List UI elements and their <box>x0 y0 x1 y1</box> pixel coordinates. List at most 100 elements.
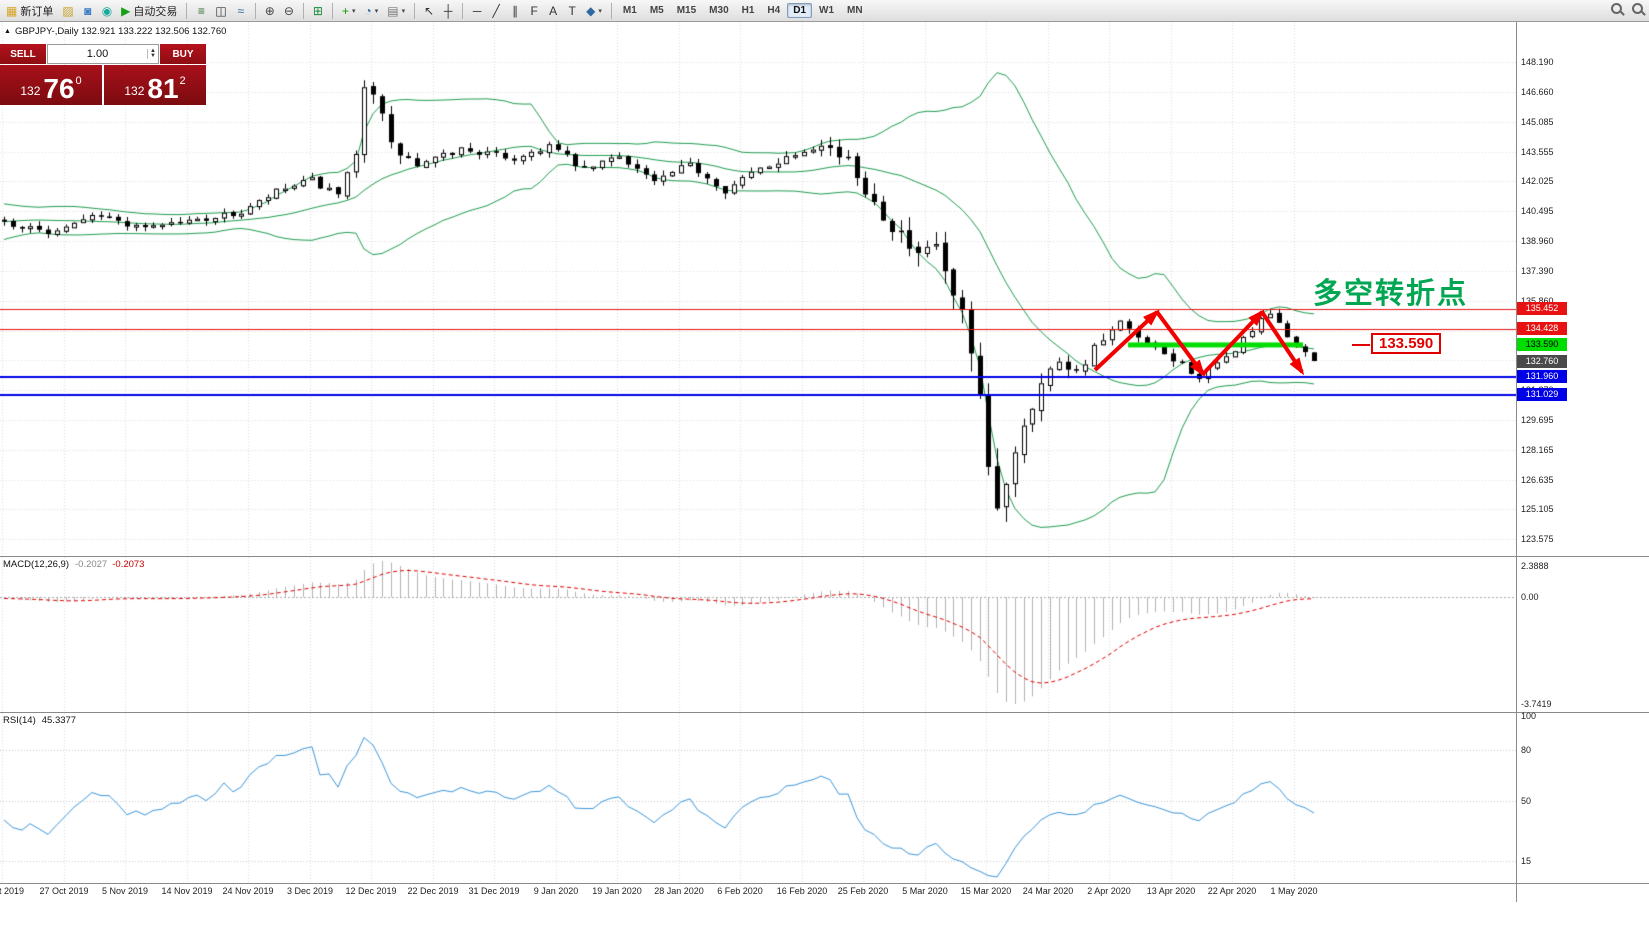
lot-stepper[interactable]: ▲ ▼ <box>147 48 158 59</box>
price-callout-label[interactable]: 133.590 <box>1371 333 1442 354</box>
macd-axis-label: 2.3888 <box>1521 561 1549 571</box>
timeframe-mn[interactable]: MN <box>847 5 863 16</box>
template-button[interactable]: ▤ ▾ <box>383 2 409 20</box>
trendline-icon: ╱ <box>492 3 500 18</box>
lot-size-value[interactable]: 1.00 <box>86 48 109 60</box>
buy-button[interactable]: BUY <box>160 44 206 64</box>
date-label: 3 Dec 2019 <box>286 886 334 896</box>
price-tag-132-760: 132.760 <box>1517 354 1567 368</box>
date-label: 16 Feb 2020 <box>776 886 828 896</box>
community-icon: ◉ <box>101 3 113 18</box>
period-button-caret[interactable]: ▾ <box>374 7 379 15</box>
price-tick: 135.860 <box>1521 295 1554 306</box>
fibonacci-button[interactable]: F <box>525 2 543 20</box>
channel-button[interactable]: ∥ <box>506 2 524 20</box>
toolbar-right <box>1611 3 1643 14</box>
accounts-icon: ◙ <box>84 3 92 18</box>
price-tag-133-590: 133.590 <box>1517 338 1567 352</box>
shapes-button[interactable]: ◆ ▾ <box>582 2 606 20</box>
macd-signal-value: -0.2073 <box>112 559 145 570</box>
zoom-out-button[interactable]: ⊖ <box>280 2 298 20</box>
hline-icon: ─ <box>472 3 482 18</box>
accounts-button[interactable]: ◙ <box>79 2 97 20</box>
chart-style-button[interactable]: ▨ <box>58 2 77 20</box>
cursor-icon: ↖ <box>424 3 435 18</box>
fibonacci-icon: F <box>530 3 538 18</box>
main-toolbar: ▦ 新订单 ▨ ◙ ◉ ▶ 自动交易 ≡ ◫ ≈ ⊕ ⊖ ⊞ + ▾ ◔ ▾ ▤ ▾ ↖ ┼ ─ ╱ ∥ F A T ◆ ▾ M1 M5 M1… <box>0 0 1649 22</box>
rsi-canvas[interactable] <box>0 713 1516 883</box>
label-button[interactable]: T <box>563 2 581 20</box>
toolbar-separator <box>462 2 464 19</box>
sell-button[interactable]: SELL <box>0 44 46 64</box>
label-icon: T <box>568 3 576 18</box>
text-icon: A <box>549 3 558 18</box>
date-label: 1 May 2020 <box>1270 886 1318 896</box>
date-label: 2 Apr 2020 <box>1087 886 1131 896</box>
search-icon[interactable] <box>1632 3 1643 14</box>
autotrade-button[interactable]: ▶ 自动交易 <box>117 2 181 20</box>
turning-point-annotation[interactable]: 多空转折点 <box>1313 278 1469 310</box>
hline-button[interactable]: ─ <box>468 2 486 20</box>
toolbar-separator <box>331 2 333 19</box>
date-label: 12 Dec 2019 <box>345 886 397 896</box>
bars-chart-button[interactable]: ≡ <box>192 2 210 20</box>
panel-separator[interactable] <box>0 712 1649 713</box>
new-order-button[interactable]: ▦ 新订单 <box>2 2 57 20</box>
timeframe-m5[interactable]: M5 <box>649 5 664 16</box>
cursor-button[interactable]: ↖ <box>420 2 438 20</box>
macd-canvas[interactable] <box>0 557 1516 712</box>
date-label: 31 Dec 2019 <box>468 886 520 896</box>
zoom-in-button[interactable]: ⊕ <box>261 2 279 20</box>
one-click-toggle-icon[interactable]: ▲ <box>4 28 11 35</box>
rsi-header: RSI(14) 45.3377 <box>3 715 76 726</box>
search-symbols-icon[interactable] <box>1611 3 1622 14</box>
date-label: 25 Feb 2020 <box>837 886 889 896</box>
toolbar-separator <box>254 2 256 19</box>
sell-price-button[interactable]: 132 76 0 <box>0 65 102 105</box>
timeframe-m15[interactable]: M15 <box>676 5 697 16</box>
panel-separator[interactable] <box>0 556 1649 557</box>
new-chart-button[interactable]: + ▾ <box>338 2 360 20</box>
date-label: 5 Mar 2020 <box>902 886 948 896</box>
period-button[interactable]: ◔ ▾ <box>360 2 382 20</box>
sell-price-pip: 0 <box>75 75 82 87</box>
sell-price-big: 76 <box>43 72 75 104</box>
crosshair-button[interactable]: ┼ <box>439 2 457 20</box>
community-button[interactable]: ◉ <box>98 2 116 20</box>
toolbar-separator <box>610 2 612 19</box>
rsi-axis-label: 15 <box>1521 855 1532 866</box>
timeframe-w1[interactable]: W1 <box>819 5 835 16</box>
autotrade-button-label: 自动交易 <box>133 5 178 18</box>
timeframe-m1[interactable]: M1 <box>622 5 637 16</box>
price-tick: 129.695 <box>1521 415 1554 426</box>
template-button-caret[interactable]: ▾ <box>401 7 406 15</box>
date-label: 27 Oct 2019 <box>39 886 89 896</box>
line-chart-button[interactable]: ≈ <box>232 2 250 20</box>
price-chart-canvas[interactable] <box>0 22 1516 556</box>
tile-windows-button[interactable]: ⊞ <box>309 2 327 20</box>
rsi-axis-label: 50 <box>1521 796 1532 806</box>
timeframe-m30[interactable]: M30 <box>709 5 729 16</box>
new-chart-button-caret[interactable]: ▾ <box>351 7 356 15</box>
trendline-button[interactable]: ╱ <box>487 2 505 20</box>
candles-chart-button[interactable]: ◫ <box>211 2 230 20</box>
rsi-name: RSI(14) <box>3 715 36 726</box>
text-button[interactable]: A <box>544 2 562 20</box>
macd-name: MACD(12,26,9) <box>3 559 69 570</box>
date-label: 22 Dec 2019 <box>407 886 459 896</box>
date-label: 28 Jan 2020 <box>654 886 704 896</box>
timeframe-d1[interactable]: D1 <box>787 3 813 18</box>
new-order-icon: ▦ <box>6 3 18 18</box>
zoom-out-icon: ⊖ <box>283 3 294 18</box>
buy-price-button[interactable]: 132 81 2 <box>104 65 206 105</box>
toolbar-separator <box>186 2 188 19</box>
timeframe-h4[interactable]: H4 <box>767 5 781 16</box>
timeframe-h1[interactable]: H1 <box>741 5 755 16</box>
shapes-button-caret[interactable]: ▾ <box>598 7 602 15</box>
price-tick: 148.190 <box>1521 57 1554 67</box>
lot-size-field[interactable]: 1.00 ▲ ▼ <box>47 44 159 64</box>
panel-separator[interactable] <box>0 883 1649 884</box>
date-label: 19 Jan 2020 <box>592 886 642 896</box>
new-chart-icon: + <box>341 3 349 18</box>
